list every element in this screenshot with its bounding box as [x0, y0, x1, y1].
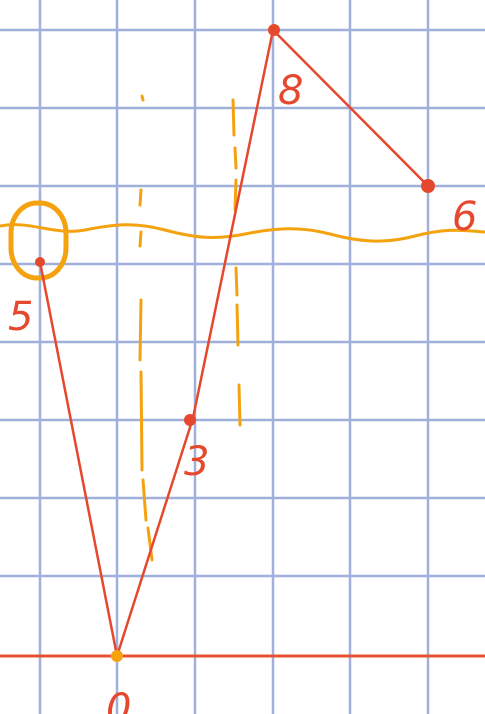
point-label: 5: [8, 294, 33, 340]
dashed-guides: [138, 94, 242, 562]
point-labels: 5 0 3 8 6: [8, 68, 477, 714]
point-0: [111, 650, 123, 662]
point-5: [35, 257, 45, 267]
dashed-guide-right: [231, 98, 242, 427]
point-8: [268, 24, 280, 36]
path-points: [35, 24, 435, 662]
point-6: [421, 179, 435, 193]
point-label: 6: [452, 194, 477, 240]
point-label: 3: [184, 439, 209, 485]
highlight-circle: [8, 200, 69, 281]
dashed-guide-left: [138, 94, 154, 562]
point-3: [184, 414, 196, 426]
threshold-wave: [0, 223, 485, 243]
point-label: 8: [278, 68, 303, 114]
point-label: 0: [106, 686, 131, 714]
